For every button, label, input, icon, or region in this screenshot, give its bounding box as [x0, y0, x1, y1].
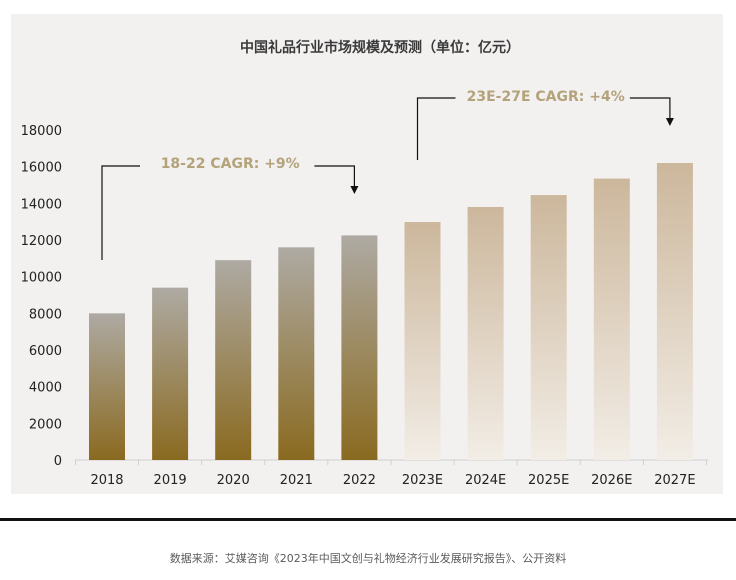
y-tick-label: 0: [54, 454, 62, 469]
cagr-annotation: 23E-27E CAGR: +4%: [416, 89, 674, 160]
y-tick-label: 18000: [21, 124, 62, 139]
cagr-annotation: 18-22 CAGR: +9%: [101, 156, 359, 260]
chart-title: 中国礼品行业市场规模及预测（单位：亿元）: [240, 39, 520, 56]
y-tick-label: 2000: [29, 417, 62, 432]
y-tick-label: 8000: [29, 307, 62, 322]
arrow-head-icon: [350, 186, 359, 194]
bar: [152, 287, 189, 460]
bar: [467, 207, 504, 460]
y-tick-label: 12000: [21, 234, 62, 249]
x-tick-label: 2019: [154, 473, 187, 488]
bar: [404, 222, 441, 460]
cagr-label: 23E-27E CAGR: +4%: [467, 89, 625, 105]
y-tick-label: 16000: [21, 161, 62, 176]
x-tick-label: 2018: [90, 473, 123, 488]
x-tick-label: 2023E: [402, 473, 443, 488]
cagr-label: 18-22 CAGR: +9%: [161, 156, 300, 172]
bar: [341, 235, 378, 460]
y-tick-label: 14000: [21, 197, 62, 212]
bar: [656, 163, 693, 460]
x-tick-label: 2024E: [465, 473, 506, 488]
y-tick-label: 10000: [21, 271, 62, 286]
bracket-line: [101, 165, 140, 260]
source-note: 数据来源：艾媒咨询《2023年中国文创与礼物经济行业发展研究报告》、公开资料: [169, 552, 567, 565]
arrow-head-icon: [665, 118, 674, 126]
bar: [593, 178, 630, 461]
x-tick-label: 2022: [343, 473, 376, 488]
x-tick-label: 2026E: [591, 473, 632, 488]
bar-chart: 中国礼品行业市场规模及预测（单位：亿元） 0 2000 4000 6000 8000 10…: [21, 39, 708, 488]
bar: [89, 313, 125, 460]
y-tick-label: 4000: [29, 381, 62, 396]
bracket-line: [416, 97, 456, 160]
x-tick-label: 2020: [217, 473, 250, 488]
x-tick-label: 2025E: [528, 473, 569, 488]
bar: [215, 260, 252, 460]
bar: [530, 195, 567, 461]
x-tick-label: 2027E: [654, 473, 695, 488]
divider-line: [0, 518, 736, 521]
x-tick-label: 2021: [280, 473, 313, 488]
y-tick-label: 6000: [29, 344, 62, 359]
bracket-line: [629, 97, 671, 120]
bracket-line: [314, 165, 355, 188]
bar: [278, 247, 315, 460]
